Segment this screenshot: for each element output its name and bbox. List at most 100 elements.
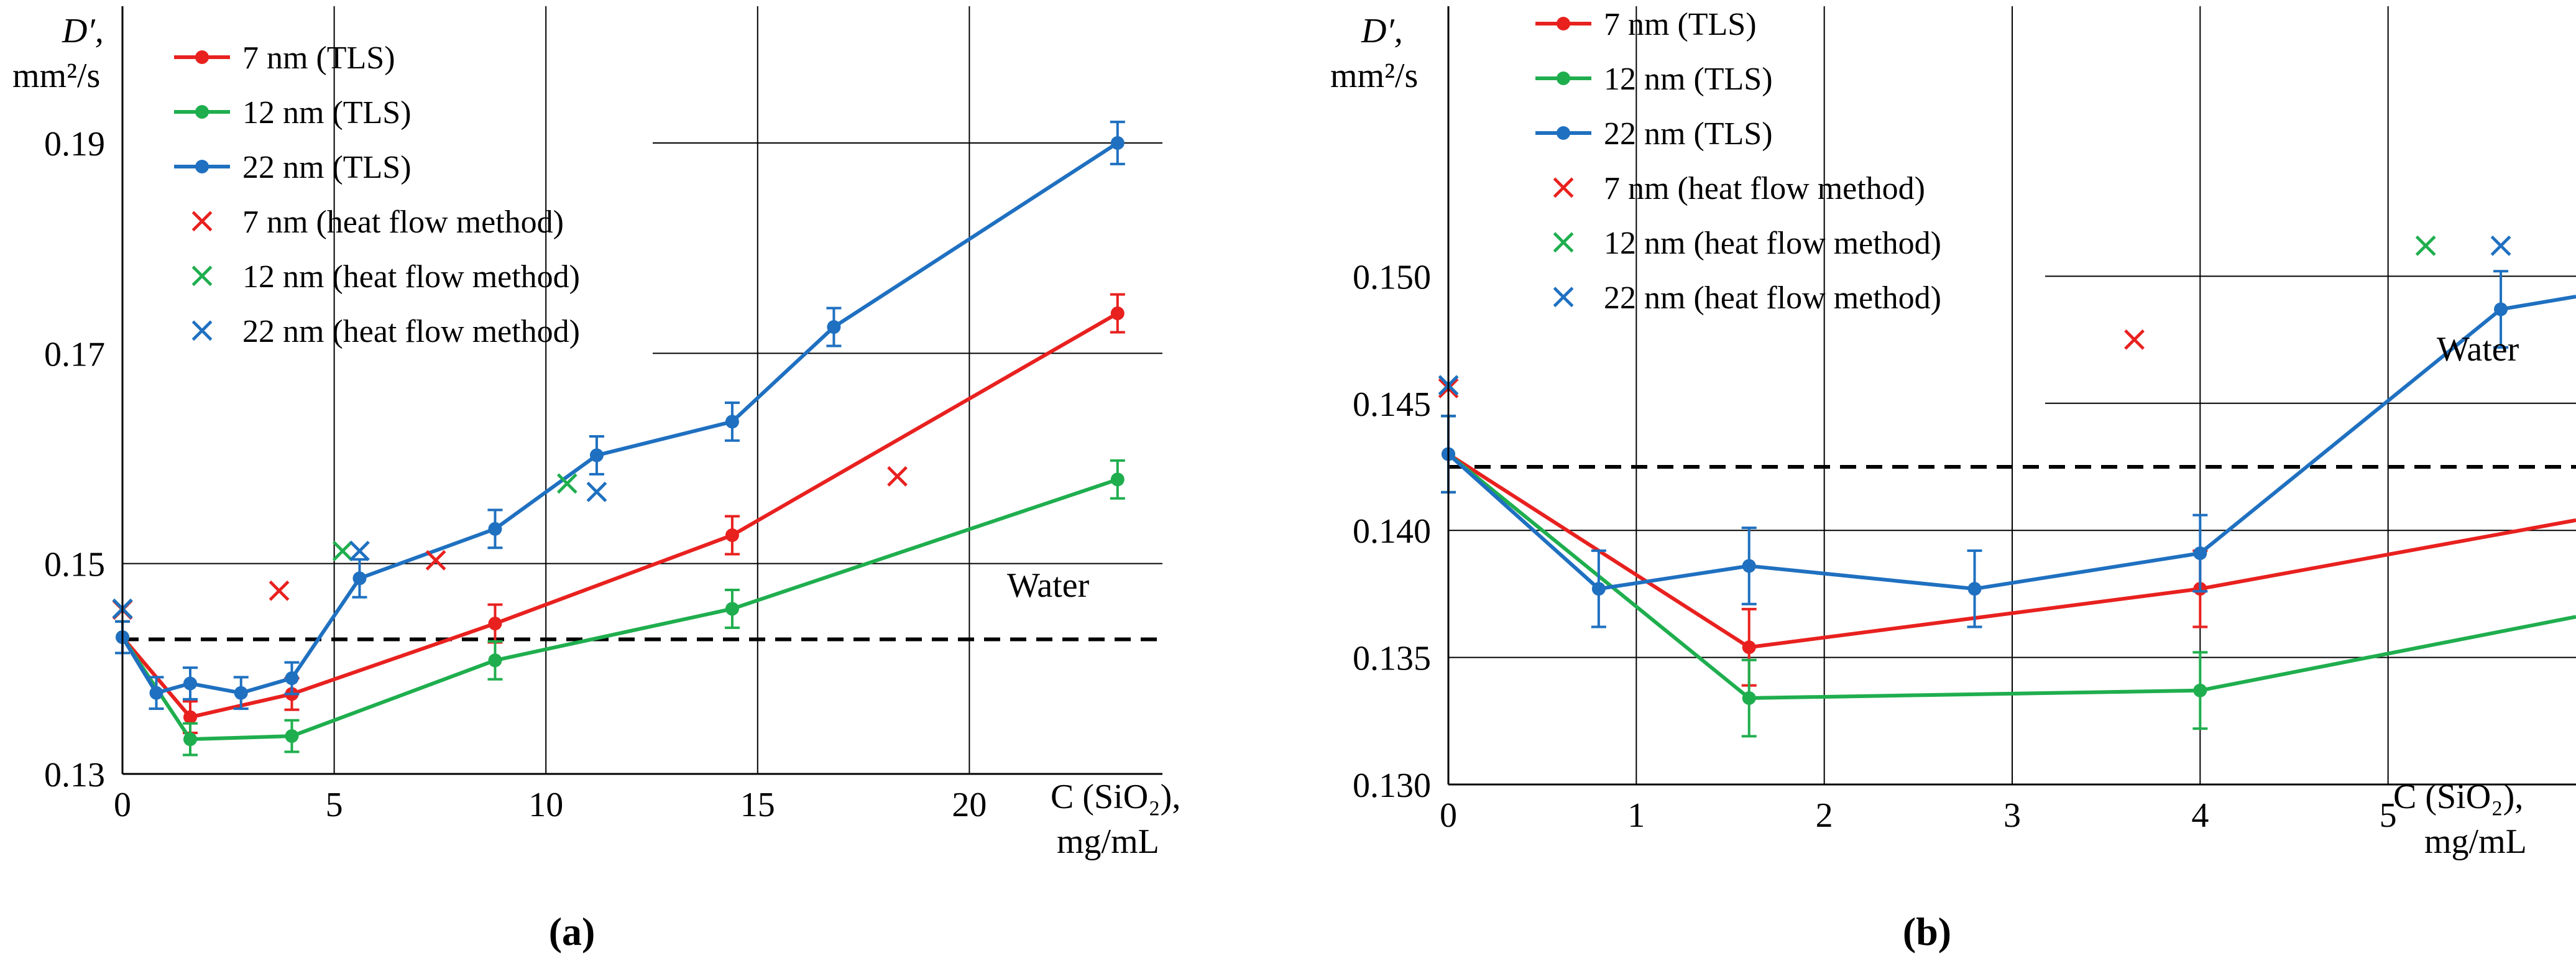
panel-a-series-3-cross-1: × [264, 569, 295, 611]
panel-b-series-2-point-2 [1742, 559, 1756, 573]
panel-a-y-tick-labels: 0.13 0.15 0.17 0.19 [44, 125, 105, 794]
panel-a-legend-label-3: 7 nm (heat flow method) [242, 205, 564, 240]
panel-a-legend-marker-2 [195, 160, 209, 173]
panel-a-series-0-point-3 [488, 617, 502, 631]
panel-b-y-tick-0: 0.130 [1353, 766, 1431, 805]
panel-a-series-3-cross-3: × [882, 454, 913, 496]
panel-a-x-tick-4: 20 [952, 786, 987, 824]
panel-b-legend-marker-1 [1557, 71, 1570, 85]
panel-a-series-1-point-5 [1110, 472, 1125, 487]
panel-a-series-0-point-1 [183, 710, 197, 724]
panel-a-series-4-cross-1: × [328, 528, 358, 571]
panel-b-legend-marker-0 [1557, 17, 1570, 30]
panel-a-x-axis-unit: mg/mL [1057, 822, 1159, 861]
panel-a-legend-marker-0 [195, 50, 209, 64]
panel-b-caption: (b) [1903, 909, 1951, 954]
panel-a-series-2-point-5 [352, 571, 367, 586]
panel-a-legend-marker-5: × [187, 308, 218, 351]
panel-a-y-axis-label: D′, [62, 12, 104, 50]
panel-b-legend-label-2: 22 nm (TLS) [1604, 116, 1773, 152]
panel-a-series-1-point-4 [725, 602, 739, 616]
panel-a-water-label: Water [1007, 566, 1090, 605]
panel-b-series-0-point-1 [1742, 640, 1756, 655]
panel-b-y-tick-labels: 0.130 0.135 0.140 0.145 0.150 [1353, 258, 1431, 805]
panel-b-x-tick-0: 0 [1440, 796, 1457, 835]
panel-a-series-0-line [121, 311, 1119, 719]
panel-b-y-tick-1: 0.135 [1353, 640, 1431, 678]
panel-b-x-tick-2: 2 [1816, 796, 1833, 835]
panel-b-series-5-cross-1: × [2486, 223, 2516, 265]
panel-b-x-tick-1: 1 [1627, 796, 1645, 835]
panel-a-legend-marker-4: × [187, 254, 218, 296]
panel-a-series-2-point-8 [725, 415, 739, 429]
panel-a-series-2-point-3 [234, 686, 248, 700]
panel-b-legend-label-1: 12 nm (TLS) [1604, 62, 1773, 97]
panel-a-x-tick-2: 10 [528, 786, 563, 824]
panel-b-legend-marker-2 [1557, 126, 1570, 140]
panel-b-y-tick-4: 0.150 [1353, 258, 1431, 297]
panel-a-series-5-cross-2: × [582, 470, 612, 512]
panel-b-series-1-point-1 [1742, 691, 1756, 706]
panel-b-series-3-cross-1: × [2119, 318, 2150, 360]
panel-a-series-1-point-3 [488, 653, 502, 668]
panel-a-series-5-cross-1: × [344, 528, 375, 571]
panel-b-legend-marker-3: × [1548, 165, 1579, 208]
panel-b-x-tick-4: 4 [2191, 796, 2209, 835]
panel-b-series-2-point-1 [1591, 582, 1606, 596]
panel-a-x-tick-3: 15 [740, 786, 775, 824]
panel-a-legend-marker-3: × [187, 199, 218, 241]
panel-a-gridlines [122, 6, 1162, 774]
panel-a-x-tick-1: 5 [326, 786, 343, 824]
panel-a-legend-label-5: 22 nm (heat flow method) [242, 314, 580, 349]
panel-a-x-axis-label: C (SiO₂), [1051, 778, 1180, 816]
panel-b-series-4-cross-1: × [2411, 223, 2441, 265]
panel-b-series: ×××××× [1433, 223, 2576, 738]
panel-a-series-2-point-9 [827, 320, 841, 334]
panel-a-series-2-point-1 [149, 686, 163, 700]
panel-b-water-label: Water [2437, 330, 2519, 369]
panel-b-x-axis-label: C (SiO₂), [2393, 778, 2523, 816]
panel-a-series-2-point-4 [285, 671, 299, 686]
panel-b-legend-marker-4: × [1548, 220, 1579, 262]
panel-b-series-2-point-5 [2494, 302, 2508, 316]
panel-b-axes [1447, 6, 2576, 786]
panel-a-series-1-line [121, 477, 1118, 742]
panel-a-legend-label-0: 7 nm (TLS) [242, 40, 395, 76]
panel-a-series-2-point-2 [183, 676, 197, 691]
panel-a-caption: (a) [549, 909, 596, 954]
panel-a-legend-label-4: 12 nm (heat flow method) [242, 259, 580, 295]
panel-a-y-tick-3: 0.19 [44, 125, 105, 163]
panel-a-series-4-cross-2: × [552, 461, 582, 504]
panel-a-legend-marker-1 [195, 105, 209, 119]
panel-b-x-tick-labels: 0 1 2 3 4 5 [1440, 796, 2397, 835]
panel-a-series-0-point-4 [725, 528, 739, 542]
panel-a-series-3-cross-2: × [421, 538, 451, 581]
panel-b-x-tick-3: 3 [2003, 796, 2021, 835]
panel-b-series-1-point-2 [2193, 683, 2207, 697]
panel-b-y-tick-2: 0.140 [1353, 512, 1431, 551]
panel-a-series-2-point-10 [1110, 136, 1125, 150]
panel-b-y-axis-label: D′, [1361, 12, 1403, 50]
panel-b-series-2-point-3 [1967, 582, 1982, 596]
panel-a-series-1-point-1 [183, 732, 197, 747]
panel-a-legend-label-1: 12 nm (TLS) [242, 95, 412, 131]
panel-a-y-tick-2: 0.17 [44, 335, 105, 374]
panel-a-x-tick-0: 0 [114, 786, 131, 824]
panel-a-series-1-point-2 [285, 729, 299, 743]
panel-b-legend-label-4: 12 nm (heat flow method) [1604, 226, 1941, 261]
panel-a-series-2-point-6 [488, 522, 502, 536]
panel-b-x-tick-5: 5 [2380, 796, 2397, 835]
panel-b-legend: 7 nm (TLS) 12 nm (TLS) 22 nm (TLS) × 7 nm (h… [1535, 7, 1941, 317]
panel-b-gridlines [1448, 6, 2576, 784]
panel-b-legend-label-3: 7 nm (heat flow method) [1604, 171, 1925, 206]
panel-b-y-axis-unit: mm²/s [1330, 57, 1418, 95]
panel-a-axes [121, 6, 1162, 775]
panel-b-legend-marker-5: × [1548, 275, 1579, 317]
panel-b-legend-label-0: 7 nm (TLS) [1604, 7, 1757, 42]
panel-b-x-axis-unit: mg/mL [2424, 822, 2527, 861]
panel-a-y-tick-1: 0.15 [44, 546, 105, 584]
panel-a-legend: 7 nm (TLS) 12 nm (TLS) 22 nm (TLS) × 7 nm (h… [174, 40, 580, 351]
